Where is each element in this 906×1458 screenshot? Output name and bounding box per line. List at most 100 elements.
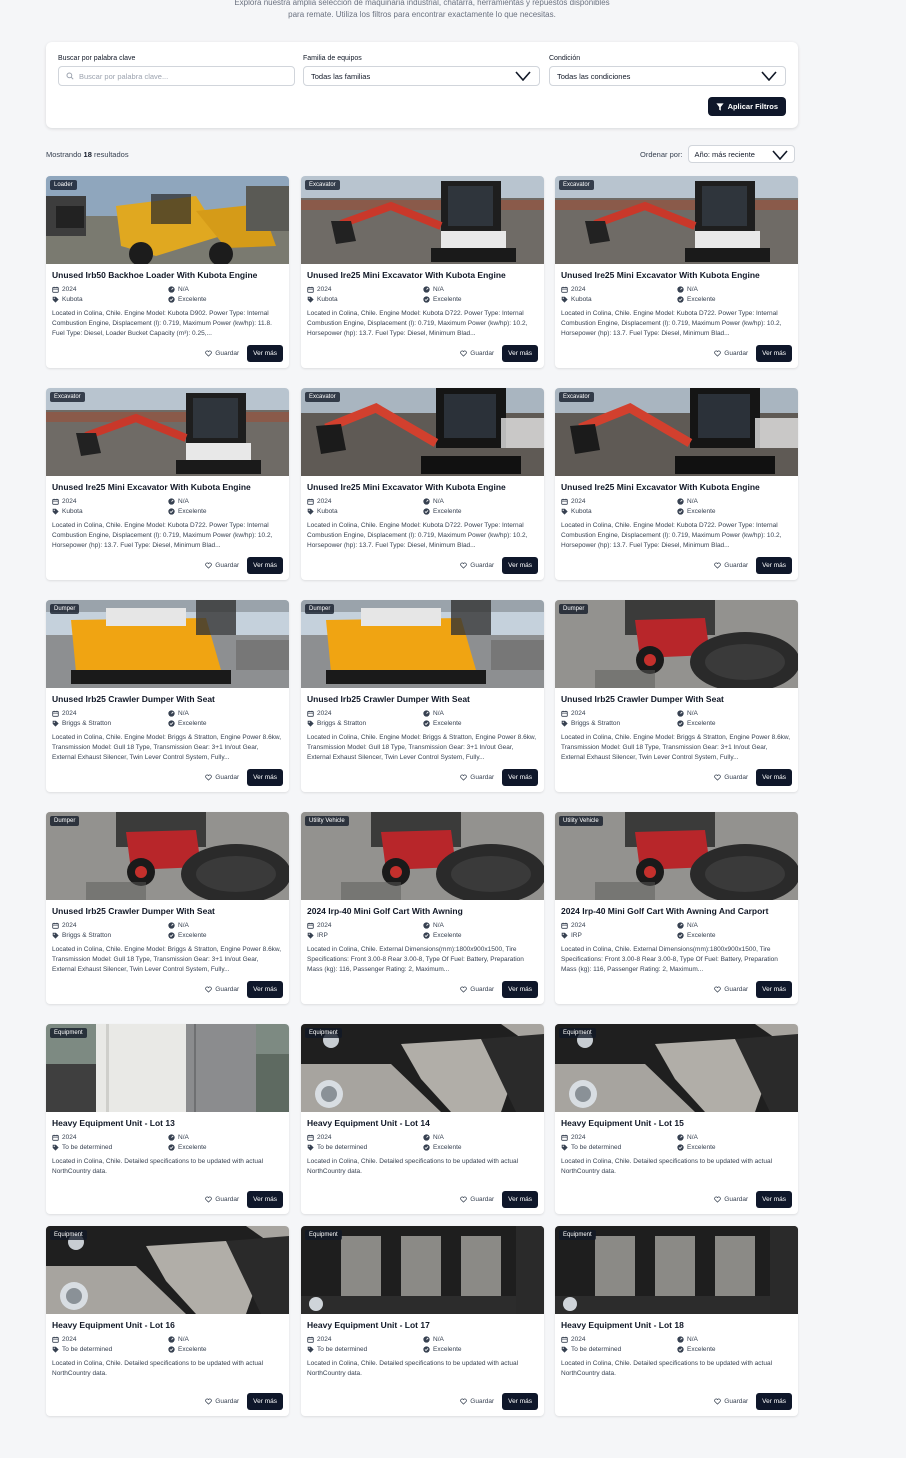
view-more-button[interactable]: Ver más: [756, 557, 792, 574]
view-more-button[interactable]: Ver más: [502, 557, 538, 574]
product-title[interactable]: Heavy Equipment Unit - Lot 18: [561, 1320, 684, 1330]
view-more-button[interactable]: Ver más: [247, 769, 283, 786]
product-card[interactable]: Excavator Unused Ire25 Mini Excavator Wit…: [301, 388, 544, 580]
product-photo[interactable]: Utility Vehicle: [555, 812, 798, 900]
product-title[interactable]: 2024 Irp-40 Mini Golf Cart With Awning A…: [561, 906, 769, 916]
calendar-icon: [52, 922, 59, 929]
product-photo[interactable]: Dumper: [46, 600, 289, 688]
family-select[interactable]: Todas las familias: [303, 66, 540, 86]
heart-icon: [460, 986, 468, 993]
save-button[interactable]: Guardar: [714, 562, 748, 569]
product-photo[interactable]: Equipment: [555, 1226, 798, 1314]
product-photo[interactable]: Utility Vehicle: [301, 812, 544, 900]
product-card[interactable]: Equipment Heavy Equipment Unit - Lot 16 20…: [46, 1226, 289, 1416]
product-card[interactable]: Equipment Heavy Equipment Unit - Lot 18 20…: [555, 1226, 798, 1416]
product-photo[interactable]: Dumper: [46, 812, 289, 900]
sort-select[interactable]: Año: más reciente: [687, 145, 795, 163]
product-photo[interactable]: Excavator: [301, 388, 544, 476]
save-button[interactable]: Guardar: [714, 1398, 748, 1405]
save-button[interactable]: Guardar: [205, 986, 239, 993]
product-title[interactable]: Unused Ire25 Mini Excavator With Kubota …: [561, 482, 760, 492]
view-more-button[interactable]: Ver más: [756, 981, 792, 998]
product-photo[interactable]: Excavator: [301, 176, 544, 264]
save-button[interactable]: Guardar: [205, 1196, 239, 1203]
product-card[interactable]: Dumper Unused Irb25 Crawler Dumper With S…: [555, 600, 798, 792]
view-more-button[interactable]: Ver más: [502, 769, 538, 786]
view-more-button[interactable]: Ver más: [756, 1191, 792, 1208]
product-title[interactable]: Unused Ire25 Mini Excavator With Kubota …: [561, 270, 760, 280]
view-more-button[interactable]: Ver más: [247, 981, 283, 998]
product-card[interactable]: Equipment Heavy Equipment Unit - Lot 13 20…: [46, 1024, 289, 1214]
product-title[interactable]: Heavy Equipment Unit - Lot 15: [561, 1118, 684, 1128]
product-card[interactable]: Equipment Heavy Equipment Unit - Lot 17 20…: [301, 1226, 544, 1416]
product-title[interactable]: Unused Irb25 Crawler Dumper With Seat: [52, 694, 215, 704]
product-photo[interactable]: Dumper: [555, 600, 798, 688]
product-photo[interactable]: Equipment: [555, 1024, 798, 1112]
view-more-button[interactable]: Ver más: [247, 557, 283, 574]
product-title[interactable]: Unused Irb25 Crawler Dumper With Seat: [307, 694, 470, 704]
product-photo[interactable]: Loader: [46, 176, 289, 264]
product-photo[interactable]: Excavator: [555, 176, 798, 264]
product-title[interactable]: Heavy Equipment Unit - Lot 13: [52, 1118, 175, 1128]
view-more-button[interactable]: Ver más: [756, 769, 792, 786]
card-body: Unused Ire25 Mini Excavator With Kubota …: [555, 476, 798, 551]
view-more-button[interactable]: Ver más: [502, 1393, 538, 1410]
product-photo[interactable]: Excavator: [46, 388, 289, 476]
save-button[interactable]: Guardar: [460, 774, 494, 781]
product-card[interactable]: Dumper Unused Irb25 Crawler Dumper With S…: [301, 600, 544, 792]
product-card[interactable]: Excavator Unused Ire25 Mini Excavator Wit…: [301, 176, 544, 368]
product-photo[interactable]: Excavator: [555, 388, 798, 476]
save-button[interactable]: Guardar: [714, 1196, 748, 1203]
product-card[interactable]: Equipment Heavy Equipment Unit - Lot 14 20…: [301, 1024, 544, 1214]
save-button[interactable]: Guardar: [714, 774, 748, 781]
year-value: 2024: [62, 1134, 77, 1141]
product-title[interactable]: 2024 Irp-40 Mini Golf Cart With Awning: [307, 906, 463, 916]
view-more-button[interactable]: Ver más: [502, 981, 538, 998]
view-more-button[interactable]: Ver más: [247, 345, 283, 362]
save-button[interactable]: Guardar: [205, 562, 239, 569]
product-title[interactable]: Unused Ire25 Mini Excavator With Kubota …: [307, 270, 506, 280]
product-card[interactable]: Utility Vehicle 2024 Irp-40 Mini Golf Car…: [555, 812, 798, 1004]
save-button[interactable]: Guardar: [460, 1398, 494, 1405]
view-more-button[interactable]: Ver más: [756, 345, 792, 362]
condition-select[interactable]: Todas las condiciones: [549, 66, 786, 86]
save-button[interactable]: Guardar: [205, 774, 239, 781]
product-photo[interactable]: Equipment: [301, 1226, 544, 1314]
save-button[interactable]: Guardar: [714, 986, 748, 993]
view-more-button[interactable]: Ver más: [502, 345, 538, 362]
save-button[interactable]: Guardar: [205, 1398, 239, 1405]
save-button[interactable]: Guardar: [460, 350, 494, 357]
view-more-button[interactable]: Ver más: [756, 1393, 792, 1410]
product-card[interactable]: Dumper Unused Irb25 Crawler Dumper With S…: [46, 812, 289, 1004]
view-more-button[interactable]: Ver más: [247, 1393, 283, 1410]
product-photo[interactable]: Equipment: [301, 1024, 544, 1112]
product-title[interactable]: Unused Ire25 Mini Excavator With Kubota …: [307, 482, 506, 492]
product-title[interactable]: Unused Ire25 Mini Excavator With Kubota …: [52, 482, 251, 492]
save-button[interactable]: Guardar: [205, 350, 239, 357]
product-photo[interactable]: Equipment: [46, 1024, 289, 1112]
search-input[interactable]: [79, 71, 287, 81]
apply-filters-button[interactable]: Aplicar Filtros: [707, 97, 786, 116]
hours-value: N/A: [178, 710, 189, 717]
product-photo[interactable]: Dumper: [301, 600, 544, 688]
product-card[interactable]: Excavator Unused Ire25 Mini Excavator Wit…: [555, 388, 798, 580]
product-photo[interactable]: Equipment: [46, 1226, 289, 1314]
product-title[interactable]: Unused Irb50 Backhoe Loader With Kubota …: [52, 270, 258, 280]
product-card[interactable]: Dumper Unused Irb25 Crawler Dumper With S…: [46, 600, 289, 792]
save-button[interactable]: Guardar: [714, 350, 748, 357]
product-card[interactable]: Loader Unused Irb50 Backhoe Loader With K…: [46, 176, 289, 368]
product-card[interactable]: Excavator Unused Ire25 Mini Excavator Wit…: [46, 388, 289, 580]
save-button[interactable]: Guardar: [460, 986, 494, 993]
view-more-button[interactable]: Ver más: [502, 1191, 538, 1208]
product-title[interactable]: Unused Irb25 Crawler Dumper With Seat: [561, 694, 724, 704]
product-title[interactable]: Unused Irb25 Crawler Dumper With Seat: [52, 906, 215, 916]
product-card[interactable]: Utility Vehicle 2024 Irp-40 Mini Golf Car…: [301, 812, 544, 1004]
product-card[interactable]: Equipment Heavy Equipment Unit - Lot 15 20…: [555, 1024, 798, 1214]
save-button[interactable]: Guardar: [460, 1196, 494, 1203]
product-card[interactable]: Excavator Unused Ire25 Mini Excavator Wit…: [555, 176, 798, 368]
product-title[interactable]: Heavy Equipment Unit - Lot 17: [307, 1320, 430, 1330]
view-more-button[interactable]: Ver más: [247, 1191, 283, 1208]
product-title[interactable]: Heavy Equipment Unit - Lot 16: [52, 1320, 175, 1330]
product-title[interactable]: Heavy Equipment Unit - Lot 14: [307, 1118, 430, 1128]
save-button[interactable]: Guardar: [460, 562, 494, 569]
